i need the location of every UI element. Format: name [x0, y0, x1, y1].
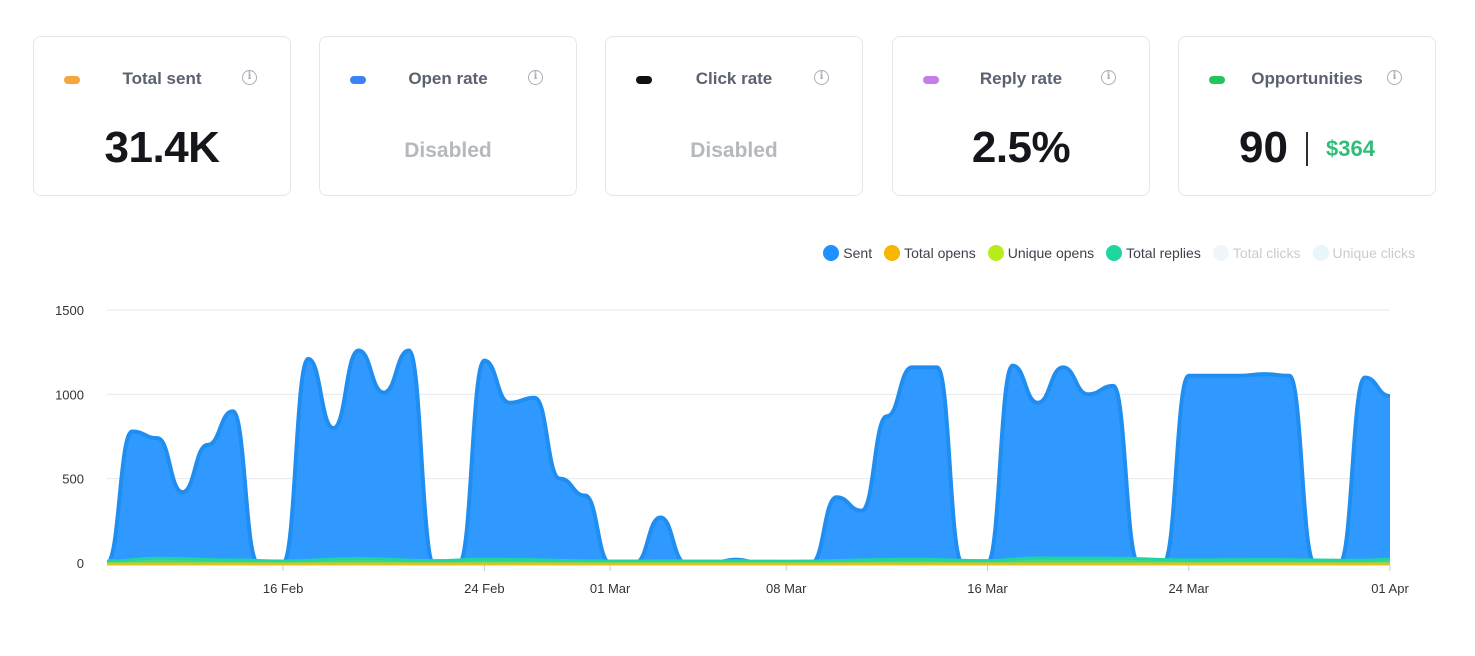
chart-legend: Sent Total opens Unique opens Total repl…	[811, 245, 1415, 261]
y-tick-label: 0	[77, 556, 84, 571]
legend-swatch	[987, 245, 1004, 261]
x-tick-label: 01 Apr	[1371, 581, 1409, 596]
legend-swatch	[823, 245, 840, 261]
series-line	[106, 556, 1391, 563]
x-tick-label: 16 Feb	[263, 581, 303, 596]
info-icon[interactable]: i	[528, 70, 543, 85]
series-area-sent	[107, 350, 1390, 563]
legend-label: Total clicks	[1232, 245, 1301, 261]
info-icon[interactable]: i	[1387, 70, 1402, 85]
total-sent-value: 31.4K	[104, 123, 220, 172]
divider	[1306, 132, 1308, 166]
opportunities-dot	[1209, 76, 1225, 84]
legend-swatch	[1312, 245, 1329, 261]
card-total-sent[interactable]: Total sent i 31.4K	[33, 36, 291, 196]
info-icon[interactable]: i	[242, 70, 257, 85]
legend-item-unique-clicks[interactable]: Unique clicks	[1312, 245, 1415, 261]
total-sent-label: Total sent	[122, 69, 202, 88]
sent-area-chart[interactable]: 0 500 1000 1500 16 Feb 24 Feb 01 Mar 08 Mar 16 M…	[0, 290, 1475, 620]
legend-label: Sent	[843, 245, 873, 261]
card-reply-rate[interactable]: Reply rate i 2.5%	[892, 36, 1150, 196]
card-click-rate[interactable]: Click rate i Disabled	[605, 36, 863, 196]
legend-label: Unique opens	[1007, 245, 1095, 261]
reply-rate-dot	[923, 76, 939, 84]
legend-item-total-replies[interactable]: Total replies	[1106, 245, 1201, 261]
open-rate-value: Disabled	[404, 139, 492, 162]
legend-swatch	[1106, 245, 1123, 261]
total-sent-dot	[64, 76, 80, 84]
y-tick-label: 1500	[55, 303, 84, 318]
opportunities-amount: $364	[1326, 136, 1375, 161]
open-rate-dot	[350, 76, 366, 84]
opportunities-count: 90	[1239, 123, 1288, 172]
legend-swatch	[1212, 245, 1229, 261]
x-tick-label: 16 Mar	[967, 581, 1008, 596]
y-tick-label: 1000	[55, 387, 84, 402]
info-icon[interactable]: i	[1101, 70, 1116, 85]
y-tick-label: 500	[62, 472, 84, 487]
x-tick-label: 08 Mar	[766, 581, 807, 596]
legend-swatch	[884, 245, 901, 261]
card-open-rate[interactable]: Open rate i Disabled	[319, 36, 577, 196]
legend-item-unique-opens[interactable]: Unique opens	[987, 245, 1095, 261]
legend-item-total-opens[interactable]: Total opens	[884, 245, 976, 261]
card-opportunities[interactable]: Opportunities i 90 $364	[1178, 36, 1436, 196]
legend-item-total-clicks[interactable]: Total clicks	[1212, 245, 1301, 261]
reply-rate-label: Reply rate	[979, 69, 1063, 88]
click-rate-label: Click rate	[695, 69, 773, 88]
legend-label: Total replies	[1126, 245, 1201, 261]
legend-label: Total opens	[904, 245, 976, 261]
opportunities-label: Opportunities	[1251, 69, 1363, 88]
open-rate-label: Open rate	[408, 69, 488, 88]
click-rate-value: Disabled	[690, 139, 778, 162]
x-tick-label: 01 Mar	[590, 581, 631, 596]
reply-rate-value: 2.5%	[971, 123, 1071, 172]
info-icon[interactable]: i	[814, 70, 829, 85]
x-tick-label: 24 Feb	[464, 581, 504, 596]
click-rate-dot	[636, 76, 652, 84]
opportunities-values: 90 $364	[1179, 123, 1435, 173]
legend-label: Unique clicks	[1332, 245, 1415, 261]
legend-item-sent[interactable]: Sent	[823, 245, 872, 261]
x-tick-label: 24 Mar	[1169, 581, 1210, 596]
